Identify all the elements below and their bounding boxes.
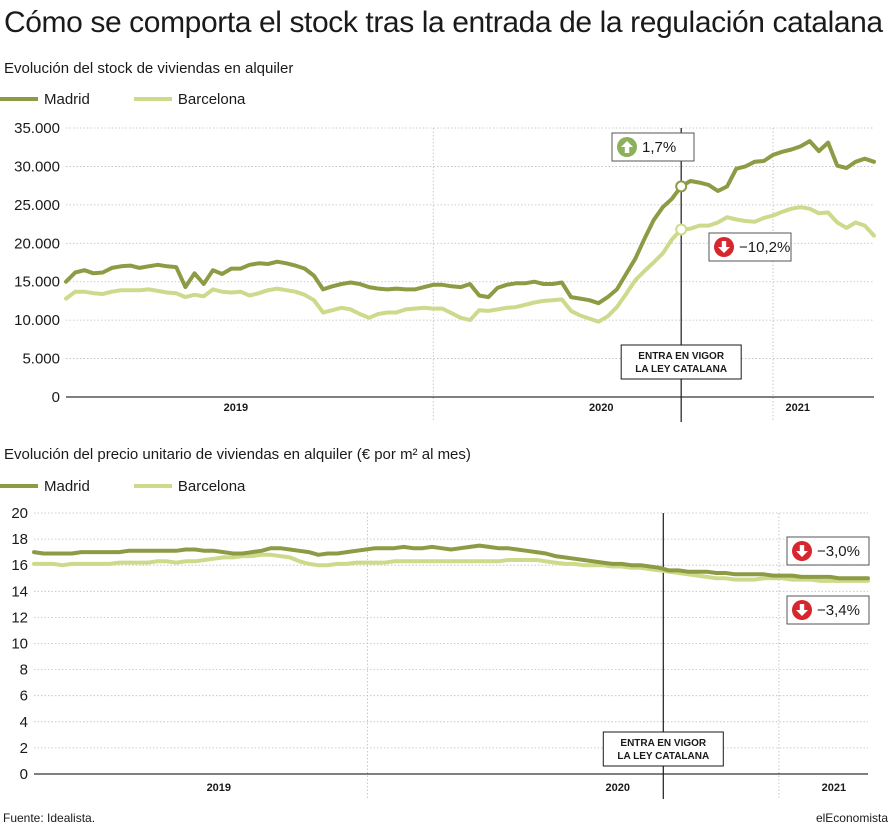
chart-2: 0 2 4 6 8 10 12 14 16 18 20 2019 2020 2021 ENTRA EN VI… (11, 505, 870, 799)
icon-arrow (718, 241, 730, 253)
y-tick-label: 2 (20, 740, 28, 757)
y-tick-label: 20 (11, 505, 28, 522)
legend-barcelona-label: Barcelona (177, 90, 246, 108)
annotation-value: −10,2% (739, 239, 790, 256)
x-tick-label: 2021 (822, 782, 846, 794)
y-tick-label: 14 (11, 583, 28, 600)
y-tick-label: 12 (11, 609, 28, 626)
arrow-down-icon (714, 237, 734, 257)
legend-barcelona-label: Barcelona (177, 477, 246, 495)
y-tick-label: 20.000 (14, 235, 60, 252)
icon-arrow (796, 604, 808, 616)
annotation-value: −3,4% (817, 602, 860, 619)
chart2-legend: Madrid Barcelona (0, 476, 289, 496)
y-tick-label: 16 (11, 557, 28, 574)
y-tick-label: 6 (20, 688, 28, 705)
event-marker-madrid (675, 180, 688, 193)
y-tick-label: 4 (20, 714, 28, 731)
series-line-madrid (32, 543, 870, 581)
x-tick-label: 2020 (606, 782, 630, 794)
source-note: Fuente: Idealista. (3, 811, 96, 825)
event-label-text: LA LEY CATALANA (635, 364, 727, 375)
chart1-legend: Madrid Barcelona (0, 89, 289, 109)
chart1-subtitle: Evolución del stock de viviendas en alqu… (4, 60, 294, 77)
legend-barcelona-swatch (133, 484, 172, 488)
event-marker-barcelona (675, 223, 688, 236)
legend-madrid-label: Madrid (44, 477, 90, 495)
legend-madrid-swatch (0, 97, 38, 101)
icon-arrow (621, 141, 633, 153)
event-label-text: ENTRA EN VIGOR (638, 351, 725, 362)
series-line-barcelona (64, 205, 876, 324)
chart2-subtitle: Evolución del precio unitario de viviend… (4, 446, 471, 463)
x-tick-label: 2019 (224, 402, 248, 414)
y-tick-label: 5.000 (22, 351, 60, 368)
event-label-text: ENTRA EN VIGOR (620, 738, 707, 749)
main-title: Cómo se comporta el stock tras la entrad… (4, 6, 883, 39)
series-line-barcelona (32, 552, 870, 583)
arrow-down-icon (792, 600, 812, 620)
y-tick-label: 10.000 (14, 312, 60, 329)
y-tick-label: 25.000 (14, 197, 60, 214)
series-line-madrid (64, 139, 876, 306)
y-tick-label: 30.000 (14, 158, 60, 175)
arrow-down-icon (792, 541, 812, 561)
x-tick-label: 2019 (207, 782, 231, 794)
y-tick-label: 10 (11, 636, 28, 653)
y-tick-label: 18 (11, 531, 28, 548)
event-label-box (620, 344, 742, 380)
chart-1: 0 5.000 10.000 15.000 20.000 25.000 30.000 35.0… (14, 120, 876, 422)
x-tick-label: 2020 (589, 402, 613, 414)
icon-arrow (796, 545, 808, 557)
y-tick-label: 8 (20, 662, 28, 679)
legend-barcelona-swatch (133, 97, 172, 101)
legend-madrid-swatch (0, 484, 38, 488)
event-label-text: LA LEY CATALANA (617, 751, 709, 762)
brand-name: elEconomista (815, 811, 888, 825)
annotation-value: 1,7% (642, 139, 676, 156)
arrow-up-icon (617, 137, 637, 157)
x-tick-label: 2021 (786, 402, 810, 414)
y-tick-label: 35.000 (14, 120, 60, 137)
annotation-value: −3,0% (817, 543, 860, 560)
y-tick-label: 0 (52, 389, 60, 406)
event-label-box (602, 731, 724, 767)
legend-madrid-label: Madrid (44, 90, 90, 108)
y-tick-label: 0 (20, 766, 28, 783)
y-tick-label: 15.000 (14, 274, 60, 291)
